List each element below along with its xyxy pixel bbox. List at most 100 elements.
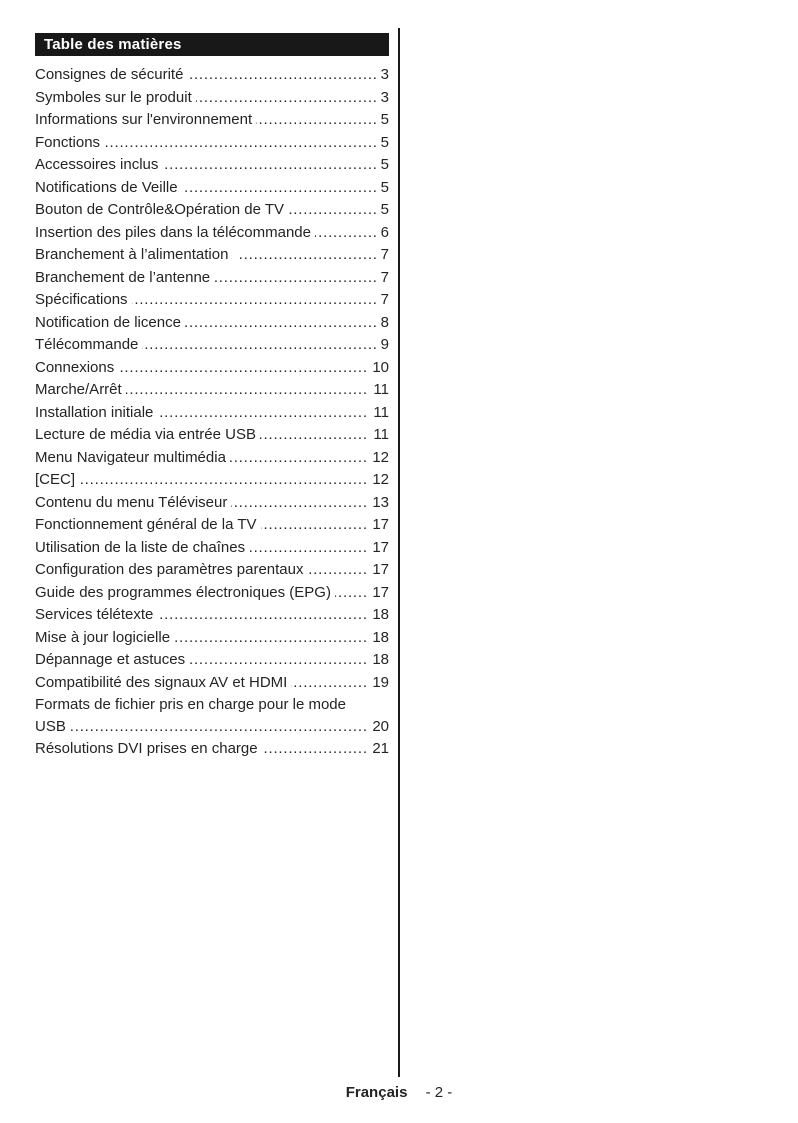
toc-entry-label: Branchement de l’antenne [35,268,215,286]
toc-entry-page: 12 [367,446,389,468]
toc-entry: ........................................… [35,626,389,648]
toc-entry-label: [CEC] [35,471,80,488]
toc-entry: ........................................… [35,199,389,221]
toc-entry-label: Résolutions DVI prises en charge [35,740,262,757]
footer-page-number: - 2 - [425,1084,453,1101]
toc-entry-page: 21 [367,738,389,760]
toc-entry-label: Contenu du menu Téléviseur [35,493,232,511]
toc-entry: ........................................… [35,109,389,131]
toc-entry-label: Guide des programmes électroniques (EPG) [35,583,335,601]
toc-entry: ........................................… [35,469,389,491]
toc-entry: ........................................… [35,379,389,401]
toc-entry: ........................................… [35,154,389,176]
toc-entry-label: Installation initiale [35,403,158,421]
toc-entry-label: Branchement à l’alimentation [35,246,237,263]
toc-entry-page: 17 [367,581,389,603]
toc-entry-label: Télécommande [35,336,143,353]
toc-entry: ........................................… [35,401,389,423]
dot-leader: ........................................… [35,717,389,735]
toc-entry: ........................................… [35,694,389,737]
toc-entry: ........................................… [35,131,389,153]
toc-entry: ........................................… [35,356,389,378]
toc-entry: ........................................… [35,334,389,356]
toc-entry-page: 3 [375,86,389,108]
toc-entry: ........................................… [35,424,389,446]
toc-entry-label: Informations sur l'environnement [35,111,257,128]
toc-entry-label: Insertion des piles dans la télécommande [35,223,315,241]
toc-entry-label: Consignes de sécurité [35,66,188,83]
toc-column: Table des matières .....................… [35,33,389,761]
toc-entry: ........................................… [35,289,389,311]
toc-entry-label: Configuration des paramètres parentaux [35,561,308,578]
toc-entry: ........................................… [35,311,389,333]
toc-entry-page: 18 [367,649,389,671]
toc-entry-page: 10 [367,356,389,378]
toc-entry-label: Lecture de média via entrée USB [35,426,260,443]
toc-entry-page: 5 [375,154,389,176]
toc-entry: ........................................… [35,536,389,558]
toc-entry-page: 5 [375,199,389,221]
toc-entry-page: 3 [375,64,389,86]
toc-entry-page: 7 [375,289,389,311]
toc-title: Table des matières [44,36,182,53]
toc-entry-label: Notifications de Veille [35,178,182,196]
toc-entry-page: 11 [368,424,389,446]
toc-entry-label: Services télétexte [35,606,158,623]
toc-entry: ........................................… [35,64,389,86]
toc-entry-label: Utilisation de la liste de chaînes [35,538,250,556]
toc-entry-label: Accessoires inclus [35,156,163,173]
toc-entry: ........................................… [35,176,389,198]
dot-leader: ........................................… [35,133,389,151]
toc-entry-label: Marche/Arrêt [35,381,126,398]
toc-entry-page: 5 [375,131,389,153]
toc-entry-page: 11 [368,401,389,423]
toc-entry-label: Spécifications [35,291,132,308]
toc-entry: ........................................… [35,581,389,603]
toc-entry-label: Bouton de Contrôle&Opération de TV [35,201,289,218]
dot-leader: ........................................… [35,471,389,488]
page-footer: Français - 2 - [0,1084,798,1101]
toc-entry-page: 5 [375,176,389,198]
toc-entry-page: 19 [367,671,389,693]
toc-entry-label: Notification de licence [35,313,185,331]
toc-entry-page: 7 [375,244,389,266]
toc-entry: ........................................… [35,244,389,266]
toc-entry-page: 8 [375,311,389,333]
toc-entry-page: 12 [367,469,389,491]
footer-language-label: Français [345,1084,408,1101]
toc-entry-page: 17 [367,559,389,581]
column-divider-line [398,28,400,1077]
toc-entry-page: 13 [367,491,389,513]
toc-entry: ........................................… [35,86,389,108]
dot-leader: ........................................… [35,358,389,376]
toc-entry-page: 17 [367,514,389,536]
toc-entry-label: Connexions [35,358,119,376]
toc-entry: ........................................… [35,491,389,513]
toc-entry-label: Compatibilité des signaux AV et HDMI [35,673,292,691]
toc-entry-page: 17 [367,536,389,558]
toc-entry-page: 9 [375,334,389,356]
toc-entry-label: Fonctions [35,133,105,151]
toc-entry-page: 5 [375,109,389,131]
toc-entry-page: 7 [375,266,389,288]
toc-entry-label: Dépannage et astuces [35,651,190,668]
toc-entry-page: 18 [367,604,389,626]
toc-entry: ........................................… [35,221,389,243]
toc-entry-label: Symboles sur le produit [35,88,196,106]
toc-entry: ........................................… [35,514,389,536]
toc-entry-page: 18 [367,626,389,648]
toc-entry: ........................................… [35,559,389,581]
toc-list: ........................................… [35,64,389,760]
toc-entry: ........................................… [35,266,389,288]
toc-entry-page: 6 [375,221,389,243]
toc-entry: ........................................… [35,649,389,671]
toc-entry-page: 20 [367,715,389,737]
toc-header-bar: Table des matières [35,33,389,56]
toc-entry: ........................................… [35,446,389,468]
toc-entry-label: Mise à jour logicielle [35,628,175,646]
toc-entry: ........................................… [35,604,389,626]
toc-entry: ........................................… [35,671,389,693]
toc-entry-label: Menu Navigateur multimédia [35,448,230,466]
toc-entry-page: 11 [368,379,389,401]
